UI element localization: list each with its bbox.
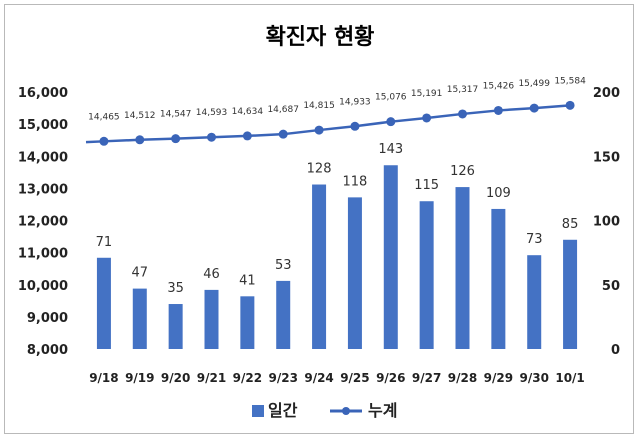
line-value-label: 15,076	[375, 93, 407, 103]
bar	[204, 289, 219, 349]
x-tick-label: 9/29	[484, 371, 513, 385]
line-value-label: 14,512	[124, 111, 156, 121]
bar	[240, 296, 255, 349]
bar	[563, 239, 578, 349]
line-value-label: 14,933	[339, 97, 371, 107]
x-tick-label: 9/21	[197, 371, 226, 385]
line-labels: 14,465 14,512 14,547 14,593 14,634 14,687 14,8…	[88, 76, 586, 122]
line-marker	[99, 136, 109, 146]
line-marker	[242, 131, 252, 141]
chart-title: 확진자 현황	[266, 25, 375, 50]
x-axis: 9/18 9/19 9/20 9/21 9/22 9/23 9/24 9/25 9/26 9/27…	[89, 371, 585, 385]
legend-line-marker	[342, 407, 350, 415]
right-axis: 0 50 100 150 200	[593, 86, 620, 358]
line-marker	[493, 105, 503, 115]
x-tick-label: 9/18	[89, 371, 118, 385]
line-value-label: 14,465	[88, 112, 120, 122]
bar	[491, 208, 506, 349]
right-tick-label: 200	[593, 86, 620, 101]
bar-value-label: 46	[203, 267, 220, 282]
left-tick-label: 12,000	[18, 215, 68, 230]
bar-value-label: 143	[378, 142, 403, 157]
line-value-label: 14,547	[160, 110, 192, 120]
bar-value-label: 128	[307, 162, 332, 177]
x-tick-label: 9/23	[268, 371, 297, 385]
left-tick-label: 10,000	[18, 279, 68, 294]
line-value-label: 14,634	[232, 107, 264, 117]
bar-value-label: 53	[275, 258, 292, 273]
line-value-label: 14,593	[196, 108, 228, 118]
right-tick-label: 0	[611, 343, 620, 358]
line-value-label: 15,191	[411, 89, 443, 99]
line-value-label: 15,317	[447, 85, 479, 95]
bar-value-label: 118	[343, 174, 368, 189]
line-series	[85, 100, 575, 146]
line-marker	[565, 100, 575, 110]
bar-value-label: 35	[167, 281, 184, 296]
legend-bar-label: 일간	[268, 401, 298, 420]
line-value-label: 15,426	[483, 81, 515, 91]
bar-series	[96, 165, 578, 349]
bar	[347, 197, 362, 349]
bar-value-label: 109	[486, 186, 511, 201]
right-tick-label: 150	[593, 150, 620, 165]
right-tick-label: 100	[593, 215, 620, 230]
legend-bar-swatch	[252, 405, 264, 417]
x-tick-label: 9/30	[519, 371, 548, 385]
bar	[383, 165, 398, 349]
bar-value-label: 71	[96, 235, 113, 250]
left-tick-label: 13,000	[18, 182, 68, 197]
right-tick-label: 50	[602, 279, 620, 294]
bar	[276, 280, 291, 349]
bar	[312, 184, 327, 349]
x-tick-label: 9/19	[125, 371, 154, 385]
x-tick-label: 9/24	[304, 371, 333, 385]
left-tick-label: 14,000	[18, 150, 68, 165]
bar-value-label: 126	[450, 164, 475, 179]
left-tick-label: 15,000	[18, 118, 68, 133]
line-marker	[529, 103, 539, 113]
x-tick-label: 9/26	[376, 371, 405, 385]
bar	[419, 201, 434, 349]
x-tick-label: 9/22	[233, 371, 262, 385]
line-value-label: 14,815	[303, 101, 335, 111]
left-tick-label: 9,000	[27, 311, 68, 326]
line-marker	[171, 134, 181, 144]
line-marker	[207, 132, 216, 142]
bar	[455, 187, 470, 349]
bar-value-label: 73	[526, 232, 543, 247]
bar-labels: 71 47 35 46 41 53 128 118 143 115 126 109 73 85	[96, 142, 579, 296]
bar	[527, 255, 542, 349]
bar	[96, 257, 111, 349]
bar-value-label: 115	[414, 178, 439, 193]
x-tick-label: 9/28	[448, 371, 477, 385]
legend: 일간 누계	[252, 401, 397, 420]
line-marker	[135, 135, 145, 145]
line-value-label: 15,499	[518, 79, 550, 89]
legend-line-label: 누계	[368, 401, 397, 420]
line-marker	[458, 109, 467, 119]
line-marker	[422, 113, 432, 123]
bar-value-label: 85	[562, 217, 579, 232]
bar	[168, 304, 183, 349]
line-marker	[314, 125, 324, 135]
bar	[132, 288, 147, 349]
line-marker	[386, 117, 396, 127]
x-tick-label: 9/27	[412, 371, 441, 385]
left-axis: 8,000 9,000 10,000 11,000 12,000 13,000 14,000…	[18, 86, 68, 358]
line-marker	[278, 129, 288, 139]
left-tick-label: 8,000	[27, 343, 68, 358]
x-tick-label: 9/20	[161, 371, 190, 385]
x-tick-label: 10/1	[555, 371, 584, 385]
bar-value-label: 41	[239, 273, 256, 288]
x-tick-label: 9/25	[340, 371, 369, 385]
bar-value-label: 47	[132, 266, 149, 281]
line-value-label: 14,687	[267, 105, 299, 115]
left-tick-label: 16,000	[18, 86, 68, 101]
left-tick-label: 11,000	[18, 247, 68, 262]
line-value-label: 15,584	[554, 76, 586, 86]
line-marker	[350, 121, 360, 131]
